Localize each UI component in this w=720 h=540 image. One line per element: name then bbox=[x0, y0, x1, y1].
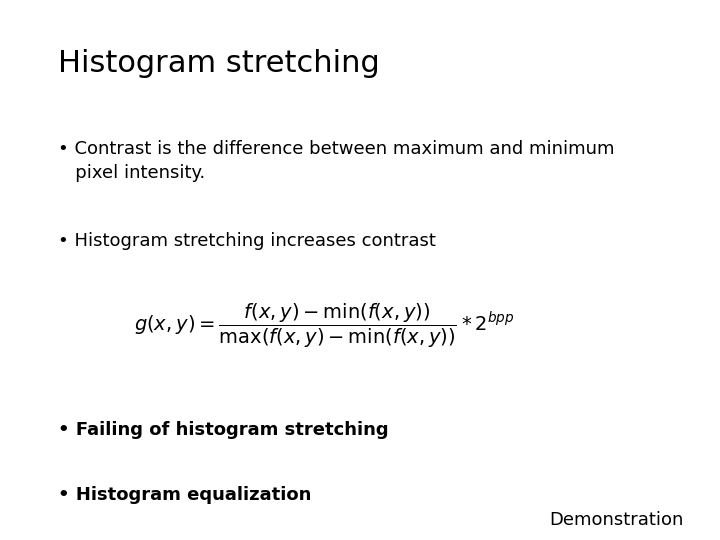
Text: Histogram stretching: Histogram stretching bbox=[58, 49, 379, 78]
Text: • Histogram stretching increases contrast: • Histogram stretching increases contras… bbox=[58, 232, 436, 250]
Text: • Failing of histogram stretching: • Failing of histogram stretching bbox=[58, 421, 388, 439]
Text: Demonstration: Demonstration bbox=[549, 511, 684, 529]
Text: • Contrast is the difference between maximum and minimum
   pixel intensity.: • Contrast is the difference between max… bbox=[58, 140, 614, 182]
Text: $g(x, y) = \dfrac{f(x, y) - \min(f(x, y))}{\max(f(x, y) - \min(f(x, y))} * 2^{bp: $g(x, y) = \dfrac{f(x, y) - \min(f(x, y)… bbox=[134, 302, 514, 350]
Text: • Histogram equalization: • Histogram equalization bbox=[58, 486, 311, 504]
